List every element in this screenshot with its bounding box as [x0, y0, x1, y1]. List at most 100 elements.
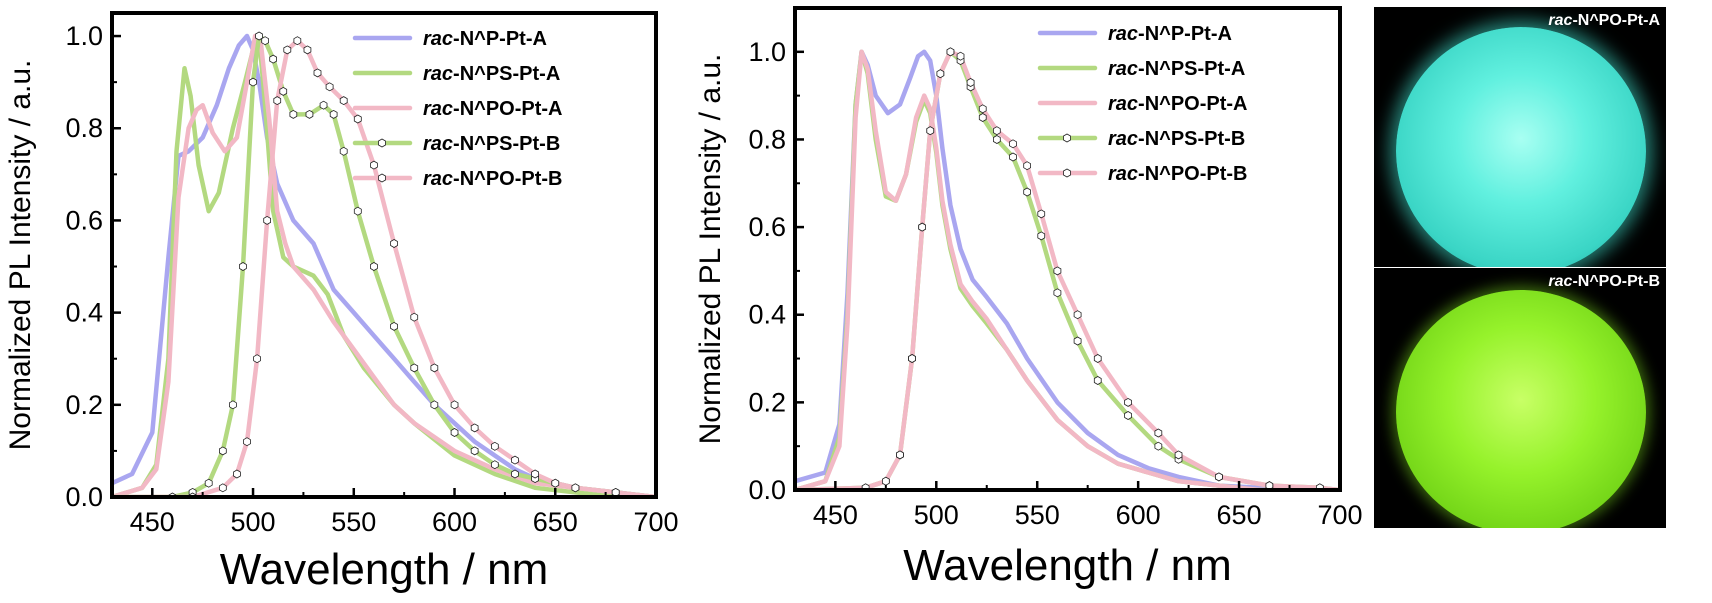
x-tick-label: 550	[1015, 500, 1060, 530]
glowing-sphere-cyan	[1396, 27, 1646, 267]
series-line-1	[112, 33, 656, 497]
legend-entry: rac-N^P-Pt-A	[1108, 23, 1232, 45]
data-marker	[1023, 187, 1031, 197]
data-marker	[255, 31, 263, 41]
photo-label-top: rac-N^PO-Pt-A	[1548, 12, 1660, 29]
data-marker	[289, 109, 298, 119]
data-marker	[313, 68, 322, 78]
data-marker	[936, 69, 945, 79]
legend-marker	[1063, 168, 1071, 178]
y-tick-label: 0.0	[748, 475, 786, 505]
y-tick-label: 0.2	[748, 387, 786, 417]
data-marker	[490, 460, 499, 470]
middle-chart: 450 500 550 600 650 700 0.0 0.2 0.4 0.6 0.8 1.0 Wave…	[694, 6, 1363, 590]
data-marker	[243, 437, 251, 447]
y-axis-label: Normalized PL Intensity / a.u.	[4, 60, 37, 451]
data-marker	[1154, 441, 1163, 451]
legend-entry: rac-N^PS-Pt-B	[1108, 128, 1245, 150]
data-marker	[269, 54, 278, 64]
data-marker	[249, 77, 257, 87]
data-marker	[329, 109, 338, 119]
data-marker	[1037, 231, 1046, 241]
data-marker	[218, 446, 227, 456]
data-marker	[926, 126, 935, 136]
y-tick-label: 0.4	[65, 298, 103, 328]
data-marker	[233, 469, 241, 479]
data-marker	[993, 135, 1001, 144]
legend-entry: rac-N^PO-Pt-B	[423, 168, 562, 190]
data-marker	[319, 100, 328, 110]
data-marker	[896, 450, 904, 460]
data-marker	[261, 36, 270, 46]
data-marker	[511, 455, 519, 465]
y-tick-label: 1.0	[748, 37, 786, 67]
data-marker	[370, 160, 378, 170]
y-tick-label: 1.0	[65, 21, 103, 51]
y-axis-label: Normalized PL Intensity / a.u.	[694, 54, 727, 445]
y-tick-label: 0.4	[748, 300, 786, 330]
y-tick-label: 0.0	[65, 482, 103, 512]
data-marker	[1093, 376, 1102, 385]
y-tick-label: 0.2	[65, 390, 103, 420]
photo-rac-npo-pt-b: rac-N^PO-Pt-B	[1374, 268, 1666, 528]
legend-entry: rac-N^PO-Pt-B	[1108, 163, 1247, 185]
x-tick-label: 650	[1217, 500, 1262, 530]
data-marker	[1037, 209, 1046, 219]
photo-label-bottom: rac-N^PO-Pt-B	[1548, 273, 1660, 290]
data-marker	[1009, 139, 1017, 149]
data-marker	[239, 262, 247, 271]
data-marker	[353, 114, 362, 124]
data-marker	[551, 478, 560, 488]
data-marker	[1053, 288, 1062, 298]
x-tick-label: 600	[1116, 500, 1161, 530]
y-tick-label: 0.8	[65, 113, 103, 143]
data-marker	[228, 400, 237, 410]
plot-frame	[110, 11, 658, 499]
data-marker	[908, 354, 916, 363]
x-tick-label: 500	[231, 507, 276, 537]
x-tick-label: 450	[130, 507, 175, 537]
data-marker	[470, 446, 479, 456]
data-marker	[253, 354, 261, 364]
data-marker	[303, 45, 312, 55]
x-tick-label: 550	[331, 507, 376, 537]
plot-frame	[793, 6, 1342, 492]
legend: rac-N^P-Pt-A rac-N^PS-Pt-A rac-N^PO-Pt-A ra…	[1037, 23, 1247, 185]
x-tick-label: 650	[533, 507, 578, 537]
series-line-4	[795, 49, 1340, 490]
x-axis-label: Wavelength / nm	[220, 545, 549, 594]
data-marker	[1174, 450, 1183, 460]
data-marker	[511, 469, 519, 479]
data-marker	[370, 262, 378, 271]
legend-entry: rac-N^PS-Pt-B	[423, 133, 560, 155]
data-marker	[430, 363, 439, 373]
legend-marker	[378, 173, 386, 183]
data-marker	[339, 96, 348, 106]
data-marker	[325, 82, 334, 92]
data-marker	[283, 45, 292, 55]
data-marker	[918, 222, 926, 232]
series-line-3	[795, 49, 1340, 490]
data-marker	[946, 47, 955, 57]
data-marker	[882, 476, 890, 486]
x-axis-label: Wavelength / nm	[903, 541, 1232, 590]
series-markers-5	[861, 47, 1324, 490]
legend-entry: rac-N^PO-Pt-A	[1108, 93, 1247, 115]
series-line-1	[795, 49, 1340, 490]
data-marker	[450, 428, 459, 437]
left-chart: 450 500 550 600 650 700 0.0 0.2 0.4 0.6 0.8 1.0 Wave…	[4, 11, 679, 594]
series-line-2	[112, 33, 656, 497]
data-marker	[410, 312, 419, 322]
data-marker	[1215, 472, 1223, 482]
data-marker	[339, 146, 348, 156]
data-marker	[410, 363, 419, 373]
data-marker	[279, 86, 288, 96]
data-marker	[966, 78, 975, 87]
data-marker	[204, 478, 213, 488]
data-marker	[1124, 397, 1132, 407]
legend-marker	[1063, 133, 1071, 143]
legend-entry: rac-N^P-Pt-A	[423, 28, 547, 50]
data-marker	[1073, 310, 1082, 320]
x-tick-label: 500	[914, 500, 959, 530]
